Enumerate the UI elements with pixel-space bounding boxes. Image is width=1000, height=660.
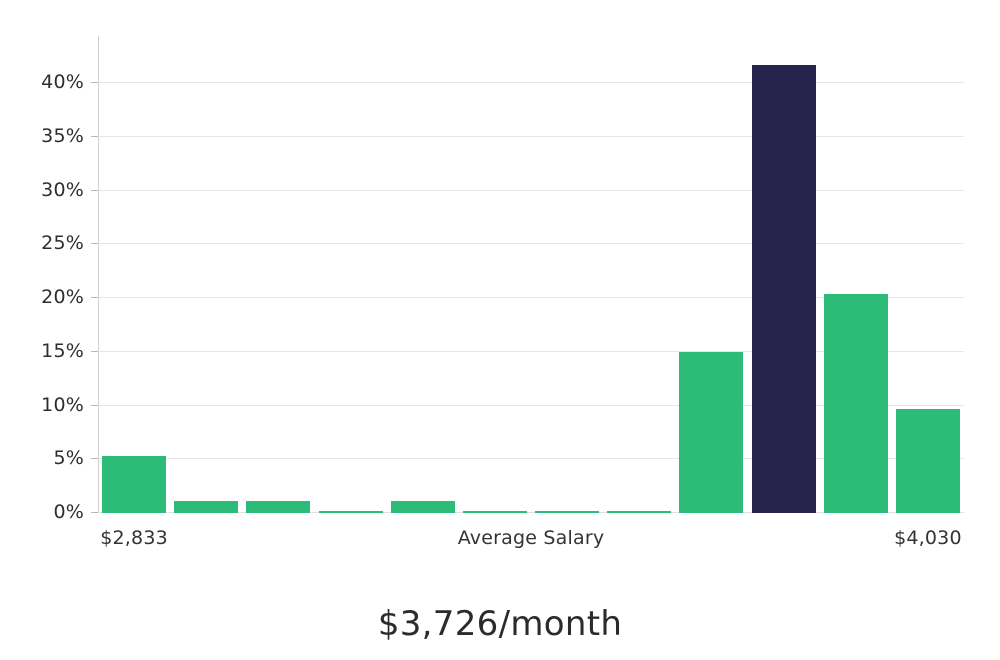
bar[interactable]: [390, 501, 455, 513]
y-tick-label: 20%: [41, 286, 84, 308]
bar[interactable]: [607, 511, 672, 513]
gridline-5%: [98, 458, 964, 460]
y-tick-label: 5%: [53, 447, 84, 470]
gridline-30%: [98, 189, 964, 191]
bar[interactable]: [318, 511, 383, 513]
y-tick-label: 0%: [53, 501, 84, 523]
y-tick-mark-15%: [91, 350, 98, 352]
plot-area: [98, 36, 964, 513]
y-tick-label: 10%: [41, 393, 84, 416]
y-tick-mark-40%: [91, 82, 98, 83]
y-tick-label: 15%: [41, 339, 84, 362]
bar[interactable]: [823, 293, 888, 513]
gridline-10%: [98, 404, 964, 406]
y-tick-mark-25%: [91, 243, 98, 245]
bar[interactable]: [895, 408, 960, 513]
bar[interactable]: [102, 456, 167, 513]
gridline-35%: [98, 135, 964, 137]
y-tick-mark-35%: [91, 135, 98, 137]
bar[interactable]: [462, 511, 527, 513]
y-tick-label: 25%: [41, 232, 84, 255]
y-tick-mark-30%: [91, 189, 98, 191]
y-tick-label: 30%: [41, 178, 84, 201]
bar[interactable]: [751, 64, 816, 513]
x-axis-label-right: $4,030: [894, 527, 962, 549]
bar[interactable]: [246, 501, 311, 513]
gridline-20%: [98, 297, 964, 298]
gridline-40%: [98, 82, 964, 83]
gridline-0%: [98, 512, 964, 513]
x-axis-label-center: Average Salary: [457, 527, 605, 549]
y-axis-tick-labels: 0% 5% 10% 15% 20% 25% 30% 35% 40%: [0, 0, 84, 660]
y-tick-mark-20%: [91, 297, 98, 298]
x-axis-label-left: $2,833: [100, 527, 168, 549]
bar[interactable]: [174, 501, 239, 513]
gridline-15%: [98, 350, 964, 352]
y-tick-mark-0%: [91, 512, 98, 513]
gridline-25%: [98, 243, 964, 245]
y-axis-line: [98, 36, 99, 513]
bar[interactable]: [535, 511, 600, 513]
bar[interactable]: [679, 351, 744, 513]
chart-caption: $3,726/month: [377, 604, 623, 644]
y-tick-label: 35%: [41, 124, 84, 147]
y-tick-mark-5%: [91, 458, 98, 460]
y-tick-label: 40%: [41, 71, 84, 93]
y-tick-mark-10%: [91, 404, 98, 406]
